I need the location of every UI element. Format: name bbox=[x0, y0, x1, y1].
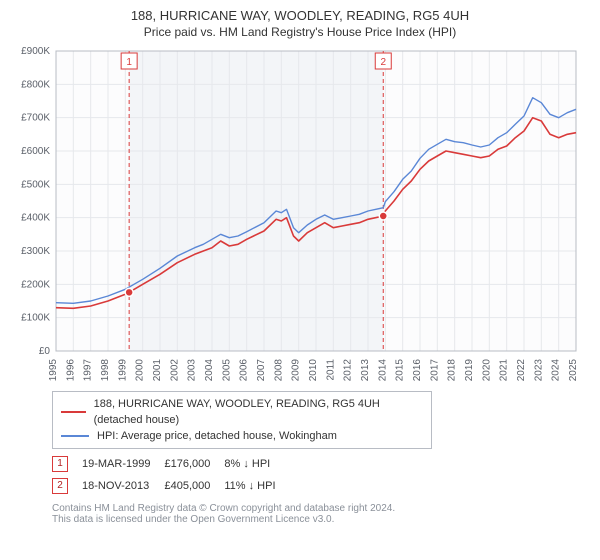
legend-swatch bbox=[61, 435, 89, 437]
chart-subtitle: Price paid vs. HM Land Registry's House … bbox=[10, 25, 590, 39]
svg-text:£500K: £500K bbox=[21, 179, 50, 190]
svg-text:2011: 2011 bbox=[325, 359, 336, 381]
legend: 188, HURRICANE WAY, WOODLEY, READING, RG… bbox=[52, 391, 432, 449]
svg-text:2006: 2006 bbox=[239, 359, 250, 382]
footer: Contains HM Land Registry data © Crown c… bbox=[52, 503, 590, 525]
svg-text:2000: 2000 bbox=[135, 359, 146, 382]
record-date: 18-NOV-2013 bbox=[82, 475, 164, 497]
svg-text:2015: 2015 bbox=[395, 359, 406, 382]
chart-container: 188, HURRICANE WAY, WOODLEY, READING, RG… bbox=[0, 0, 600, 529]
svg-text:2016: 2016 bbox=[412, 359, 423, 382]
record-delta: 11% ↓ HPI bbox=[224, 475, 289, 497]
svg-text:2021: 2021 bbox=[499, 359, 510, 382]
svg-text:1997: 1997 bbox=[83, 359, 94, 382]
record-badge: 2 bbox=[52, 478, 68, 494]
plot-area: £0 £100K £200K £300K £400K £500K £600K £700K £80… bbox=[10, 45, 590, 385]
svg-text:2024: 2024 bbox=[551, 359, 562, 382]
svg-text:£300K: £300K bbox=[21, 246, 50, 257]
svg-text:2013: 2013 bbox=[360, 359, 371, 382]
svg-text:2004: 2004 bbox=[204, 359, 215, 382]
legend-label: HPI: Average price, detached house, Woki… bbox=[97, 428, 337, 444]
record-date: 19-MAR-1999 bbox=[82, 453, 164, 475]
svg-text:2022: 2022 bbox=[516, 359, 527, 382]
svg-text:1995: 1995 bbox=[48, 359, 59, 382]
record-price: £176,000 bbox=[164, 453, 224, 475]
footer-line: Contains HM Land Registry data © Crown c… bbox=[52, 503, 590, 514]
chart-titles: 188, HURRICANE WAY, WOODLEY, READING, RG… bbox=[10, 8, 590, 39]
svg-text:2019: 2019 bbox=[464, 359, 475, 382]
svg-text:2: 2 bbox=[380, 57, 386, 68]
record-price: £405,000 bbox=[164, 475, 224, 497]
svg-text:£800K: £800K bbox=[21, 79, 50, 90]
svg-text:2018: 2018 bbox=[447, 359, 458, 382]
svg-text:£100K: £100K bbox=[21, 313, 50, 324]
svg-text:2002: 2002 bbox=[169, 359, 180, 382]
svg-text:2017: 2017 bbox=[429, 359, 440, 382]
record-row: 2 18-NOV-2013 £405,000 11% ↓ HPI bbox=[52, 475, 290, 497]
svg-text:2009: 2009 bbox=[291, 359, 302, 382]
svg-text:1996: 1996 bbox=[65, 359, 76, 382]
svg-text:2020: 2020 bbox=[481, 359, 492, 382]
svg-text:£200K: £200K bbox=[21, 279, 50, 290]
svg-text:2023: 2023 bbox=[533, 359, 544, 382]
record-row: 1 19-MAR-1999 £176,000 8% ↓ HPI bbox=[52, 453, 290, 475]
svg-text:1998: 1998 bbox=[100, 359, 111, 382]
plot-svg: £0 £100K £200K £300K £400K £500K £600K £700K £80… bbox=[10, 45, 590, 385]
legend-swatch bbox=[61, 411, 86, 413]
svg-text:2003: 2003 bbox=[187, 359, 198, 382]
svg-text:£400K: £400K bbox=[21, 213, 50, 224]
svg-text:1: 1 bbox=[126, 57, 132, 68]
svg-text:2012: 2012 bbox=[343, 359, 354, 382]
svg-text:2014: 2014 bbox=[377, 359, 388, 382]
legend-label: 188, HURRICANE WAY, WOODLEY, READING, RG… bbox=[94, 396, 423, 428]
record-badge: 1 bbox=[52, 456, 68, 472]
svg-text:2005: 2005 bbox=[221, 359, 232, 382]
svg-text:£900K: £900K bbox=[21, 46, 50, 57]
svg-text:£700K: £700K bbox=[21, 113, 50, 124]
svg-text:2008: 2008 bbox=[273, 359, 284, 382]
svg-text:£600K: £600K bbox=[21, 146, 50, 157]
legend-item: HPI: Average price, detached house, Woki… bbox=[61, 428, 423, 444]
chart-title: 188, HURRICANE WAY, WOODLEY, READING, RG… bbox=[10, 8, 590, 23]
records-table: 1 19-MAR-1999 £176,000 8% ↓ HPI 2 18-NOV… bbox=[52, 453, 590, 497]
svg-text:£0: £0 bbox=[39, 346, 51, 357]
svg-text:2001: 2001 bbox=[152, 359, 163, 382]
footer-line: This data is licensed under the Open Gov… bbox=[52, 514, 590, 525]
svg-text:1999: 1999 bbox=[117, 359, 128, 382]
record-delta: 8% ↓ HPI bbox=[224, 453, 289, 475]
svg-text:2025: 2025 bbox=[568, 359, 579, 382]
svg-text:2007: 2007 bbox=[256, 359, 267, 382]
svg-text:2010: 2010 bbox=[308, 359, 319, 382]
legend-item: 188, HURRICANE WAY, WOODLEY, READING, RG… bbox=[61, 396, 423, 428]
